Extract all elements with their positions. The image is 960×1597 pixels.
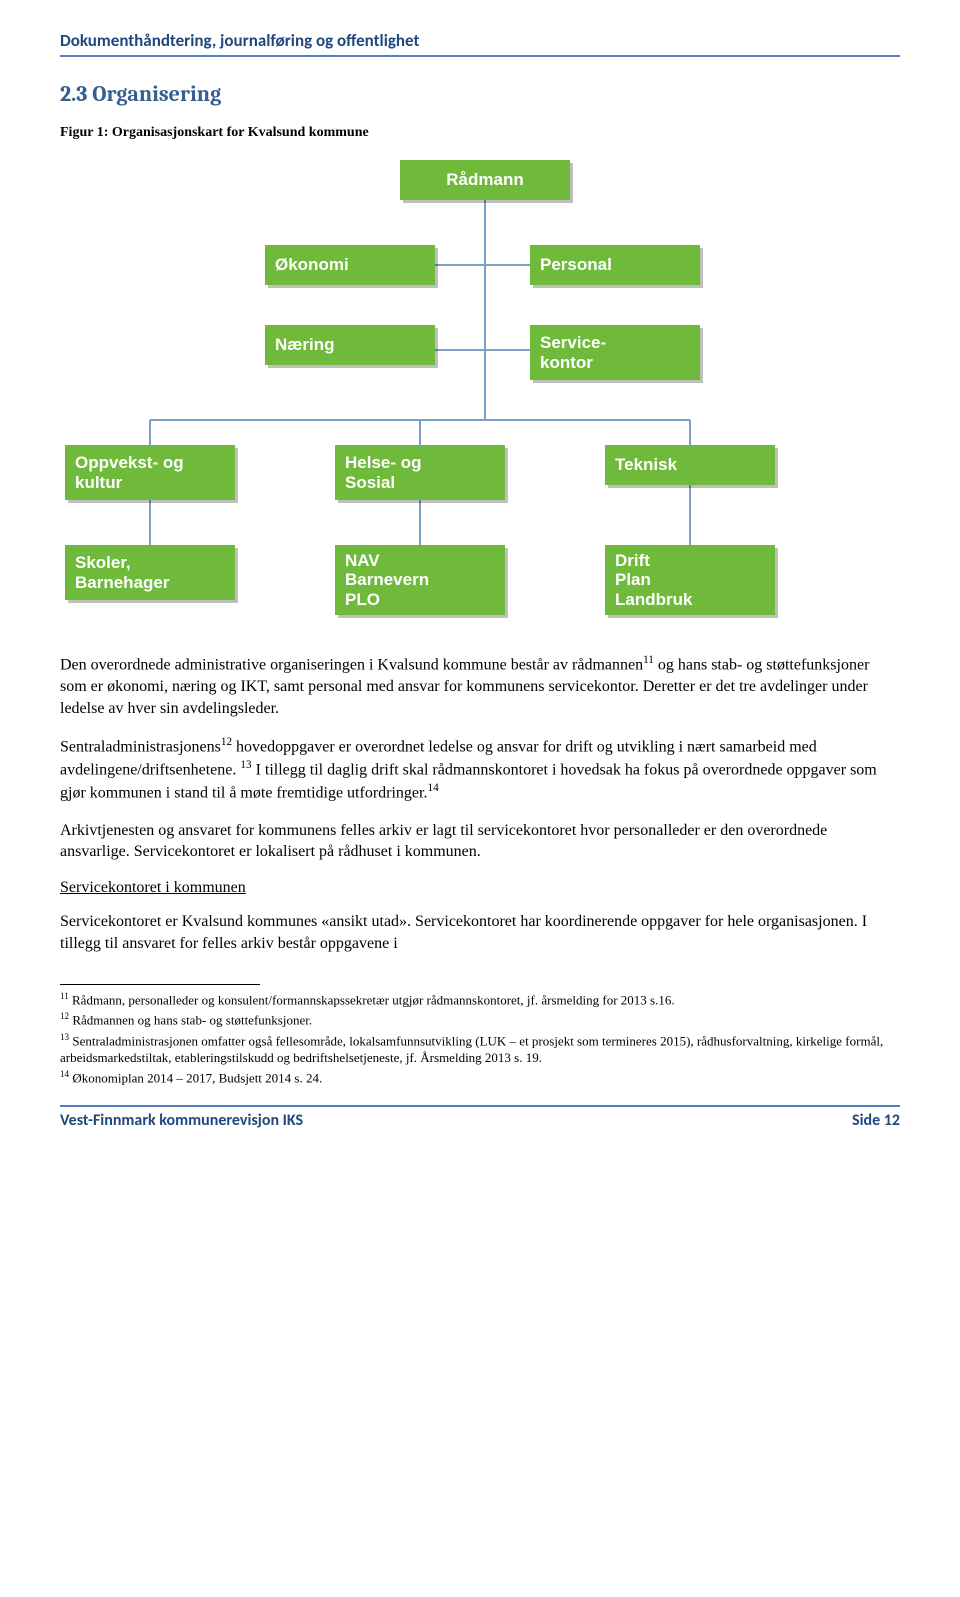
section-heading: 2.3 Organisering (60, 81, 900, 107)
node-personal: Personal (530, 245, 700, 285)
node-service: Service- kontor (530, 325, 700, 380)
footnote-separator (60, 984, 260, 985)
node-teknisk: Teknisk (605, 445, 775, 485)
footnote-ref-13: 13 (240, 759, 251, 771)
footnote-num-12: 12 (60, 1011, 69, 1021)
footnote-text-11: Rådmann, personalleder og konsulent/form… (69, 993, 675, 1008)
footnote-num-11: 11 (60, 991, 69, 1001)
org-chart: Rådmann Økonomi Personal Næring Service-… (60, 155, 900, 625)
paragraph-4: Servicekontoret er Kvalsund kommunes «an… (60, 911, 900, 954)
page-footer: Vest-Finnmark kommunerevisjon IKS Side 1… (60, 1105, 900, 1130)
footnote-text-14: Økonomiplan 2014 – 2017, Budsjett 2014 s… (69, 1070, 322, 1085)
subheading-servicekontoret: Servicekontoret i kommunen (60, 879, 900, 897)
page-header: Dokumenthåndtering, journalføring og off… (60, 30, 900, 57)
node-okonomi: Økonomi (265, 245, 435, 285)
node-nav: NAV Barnevern PLO (335, 545, 505, 615)
footnote-num-14: 14 (60, 1069, 69, 1079)
figure-caption: Figur 1: Organisasjonskart for Kvalsund … (60, 125, 900, 141)
node-oppvekst: Oppvekst- og kultur (65, 445, 235, 500)
header-title: Dokumenthåndtering, journalføring og off… (60, 30, 900, 51)
footer-right: Side 12 (852, 1111, 900, 1130)
node-helse: Helse- og Sosial (335, 445, 505, 500)
paragraph-2: Sentraladministrasjonens12 hovedoppgaver… (60, 735, 900, 804)
footnote-ref-11: 11 (643, 654, 654, 666)
node-naering: Næring (265, 325, 435, 365)
node-drift: Drift Plan Landbruk (605, 545, 775, 615)
footnote-ref-14: 14 (427, 782, 438, 794)
p1-text-a: Den overordnede administrative organiser… (60, 656, 643, 673)
footnote-12: 12 Rådmannen og hans stab- og støttefunk… (60, 1011, 900, 1029)
node-skoler: Skoler, Barnehager (65, 545, 235, 600)
footnote-text-12: Rådmannen og hans stab- og støttefunksjo… (69, 1013, 312, 1028)
footnote-11: 11 Rådmann, personalleder og konsulent/f… (60, 991, 900, 1009)
node-radmann: Rådmann (400, 160, 570, 200)
paragraph-1: Den overordnede administrative organiser… (60, 653, 900, 719)
footnote-text-13: Sentraladministrasjonen omfatter også fe… (60, 1033, 883, 1065)
footnote-ref-12: 12 (221, 736, 232, 748)
paragraph-3: Arkivtjenesten og ansvaret for kommunens… (60, 820, 900, 863)
footnote-13: 13 Sentraladministrasjonen omfatter også… (60, 1032, 900, 1067)
footer-left: Vest-Finnmark kommunerevisjon IKS (60, 1111, 303, 1130)
footnote-num-13: 13 (60, 1032, 69, 1042)
footnote-14: 14 Økonomiplan 2014 – 2017, Budsjett 201… (60, 1069, 900, 1087)
p2-text-a: Sentraladministrasjonens (60, 738, 221, 755)
